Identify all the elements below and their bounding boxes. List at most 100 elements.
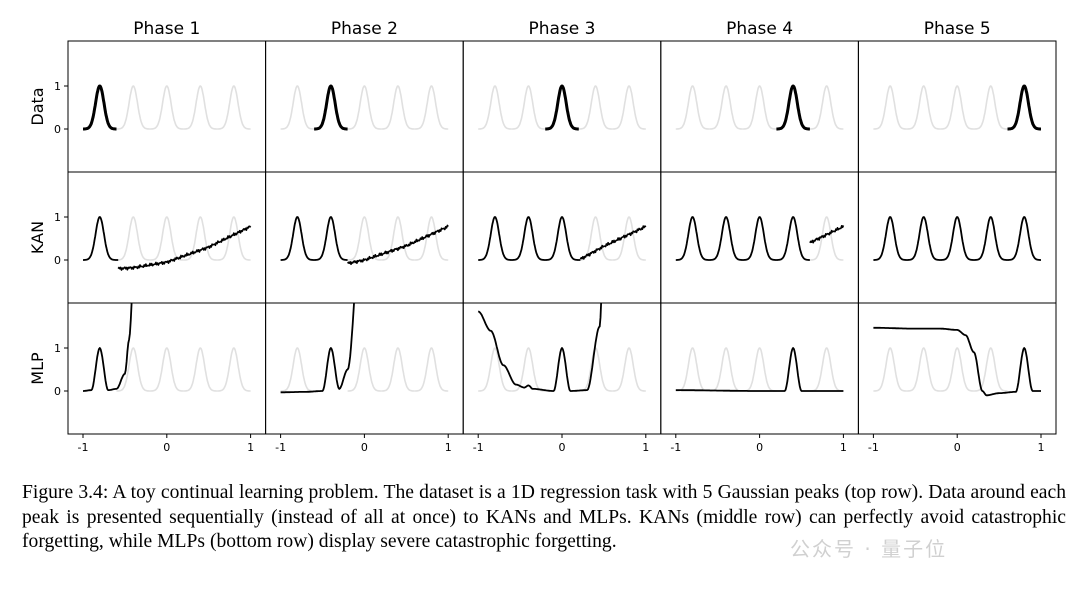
ghost-peak-line — [675, 85, 710, 130]
ghost-peak-line — [380, 216, 416, 261]
ghost-peak-line — [611, 216, 647, 261]
ghost-peak-line — [116, 85, 151, 130]
panel-frame — [265, 302, 464, 435]
ghost-peak-line — [183, 347, 218, 392]
ghost-peak-line — [477, 347, 513, 392]
panel-frame — [857, 40, 1057, 173]
ghost-peak-line — [809, 216, 844, 261]
ghost-peak-line — [708, 347, 744, 392]
panel-frame — [857, 171, 1057, 304]
kan-tail-line — [579, 225, 647, 260]
ghost-peak-line — [183, 216, 218, 261]
x-tick-label: 0 — [559, 441, 566, 454]
panel-frame — [265, 40, 464, 173]
kan-fit-line — [82, 216, 119, 261]
ghost-peak-line — [216, 216, 251, 261]
y-tick-label: 1 — [54, 211, 61, 224]
ghost-peak-line — [873, 85, 908, 130]
ghost-peak-line — [511, 85, 546, 130]
ghost-peak-line — [973, 347, 1008, 392]
mlp-fit-line — [280, 303, 355, 394]
column-title: Phase 4 — [726, 19, 793, 39]
ghost-peak-line — [380, 347, 416, 392]
ghost-peak-line — [940, 85, 975, 130]
column-title: Phase 2 — [331, 19, 398, 39]
data-peak-line — [1006, 84, 1043, 131]
y-tick-label: 1 — [54, 80, 61, 93]
ghost-peak-line — [216, 85, 251, 130]
x-tick-label: 1 — [445, 441, 452, 454]
panel-frame — [462, 171, 662, 304]
panel-frame — [660, 40, 859, 173]
y-tick-label: 0 — [54, 385, 61, 398]
row-label: MLP — [28, 352, 47, 385]
row-label: KAN — [28, 221, 47, 254]
y-tick-label: 1 — [54, 342, 61, 355]
mlp-fit-line — [477, 303, 603, 392]
panel-frame — [462, 40, 662, 173]
ghost-peak-line — [675, 347, 710, 392]
mlp-fit-line — [675, 347, 844, 392]
x-tick-label: 0 — [163, 441, 170, 454]
ghost-peak-line — [414, 347, 449, 392]
kan-tail-line — [117, 225, 252, 271]
ghost-peak-line — [611, 347, 647, 392]
ghost-peak-line — [414, 216, 449, 261]
mlp-fit-line — [82, 303, 133, 392]
x-tick-label: -1 — [670, 441, 681, 454]
y-tick-label: 0 — [54, 254, 61, 267]
data-peak-line — [775, 84, 811, 131]
ghost-peak-line — [578, 85, 613, 130]
ghost-peak-line — [578, 347, 613, 392]
ghost-peak-line — [742, 347, 777, 392]
panel-frame — [462, 302, 662, 435]
ghost-peak-line — [477, 85, 513, 130]
y-tick-label: 0 — [54, 123, 61, 136]
column-title: Phase 1 — [133, 19, 200, 39]
ghost-peak-line — [611, 85, 647, 130]
panel-frame — [265, 171, 464, 304]
ghost-peak-line — [116, 347, 151, 392]
x-tick-label: -1 — [473, 441, 484, 454]
x-tick-label: -1 — [78, 441, 89, 454]
x-tick-label: 0 — [361, 441, 368, 454]
x-tick-label: -1 — [868, 441, 879, 454]
kan-tail-line — [809, 225, 845, 244]
ghost-peak-line — [347, 85, 382, 130]
column-title: Phase 5 — [924, 19, 991, 39]
ghost-peak-line — [149, 347, 184, 392]
ghost-peak-line — [183, 85, 218, 130]
row-label: Data — [28, 87, 47, 125]
ghost-peak-line — [347, 347, 382, 392]
ghost-peak-line — [809, 85, 844, 130]
column-title: Phase 3 — [529, 19, 596, 39]
panel-frame — [67, 171, 267, 304]
ghost-peak-line — [906, 85, 941, 130]
panel-frame — [67, 40, 267, 173]
x-tick-label: 1 — [247, 441, 254, 454]
watermark: 公众号 · 量子位 — [790, 537, 948, 561]
ghost-peak-line — [149, 216, 184, 261]
kan-fit-line — [280, 216, 349, 261]
x-tick-label: 1 — [1038, 441, 1045, 454]
figure-grid: Phase 1 Phase 2 Phase 3 Phase 4 Phase 5 Data 0… — [28, 19, 1057, 454]
data-peak-line — [313, 84, 349, 131]
panel-frame — [660, 171, 859, 304]
figure-caption: Figure 3.4: A toy continual learning pro… — [22, 482, 1066, 552]
panel-frame — [660, 302, 859, 435]
ghost-peak-line — [380, 85, 416, 130]
x-tick-label: -1 — [275, 441, 286, 454]
ghost-peak-line — [116, 216, 151, 261]
kan-fit-line — [872, 216, 1042, 261]
x-tick-label: 1 — [642, 441, 649, 454]
ghost-peak-line — [708, 85, 744, 130]
mlp-fit-line — [873, 326, 1042, 397]
ghost-peak-line — [973, 85, 1008, 130]
ghost-peak-line — [809, 347, 844, 392]
panel-frame — [857, 302, 1057, 435]
ghost-peak-line — [149, 85, 184, 130]
kan-fit-line — [675, 216, 811, 261]
ghost-peak-line — [216, 347, 251, 392]
kan-fit-line — [477, 216, 581, 261]
ghost-peak-line — [873, 347, 908, 392]
